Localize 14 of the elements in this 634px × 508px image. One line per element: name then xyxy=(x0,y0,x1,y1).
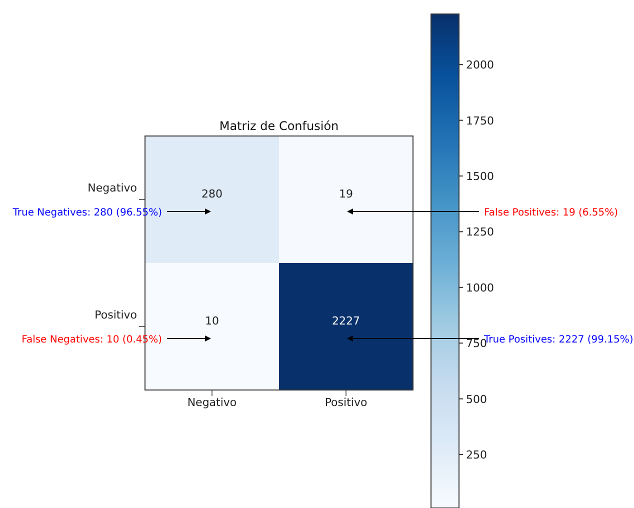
color-bar-label: 2000 xyxy=(466,58,494,72)
data-label: 2227 xyxy=(332,314,360,328)
data-label: 10 xyxy=(205,314,219,328)
data-label: 280 xyxy=(202,188,222,200)
color-bar-label: 1500 xyxy=(466,170,494,183)
chart-title: Matriz de Confusión xyxy=(219,119,339,133)
color-bar-label: 250 xyxy=(466,448,487,462)
color-bar-label: 1250 xyxy=(466,226,494,239)
data-label: 19 xyxy=(339,188,353,200)
text: False Positives: 19 (6.55%) xyxy=(484,208,618,218)
color-bar-label: 1000 xyxy=(466,281,494,294)
color-bar-label: 500 xyxy=(466,392,487,406)
color-bar-label: 1750 xyxy=(466,114,494,128)
color-bar-label: 750 xyxy=(466,337,487,350)
